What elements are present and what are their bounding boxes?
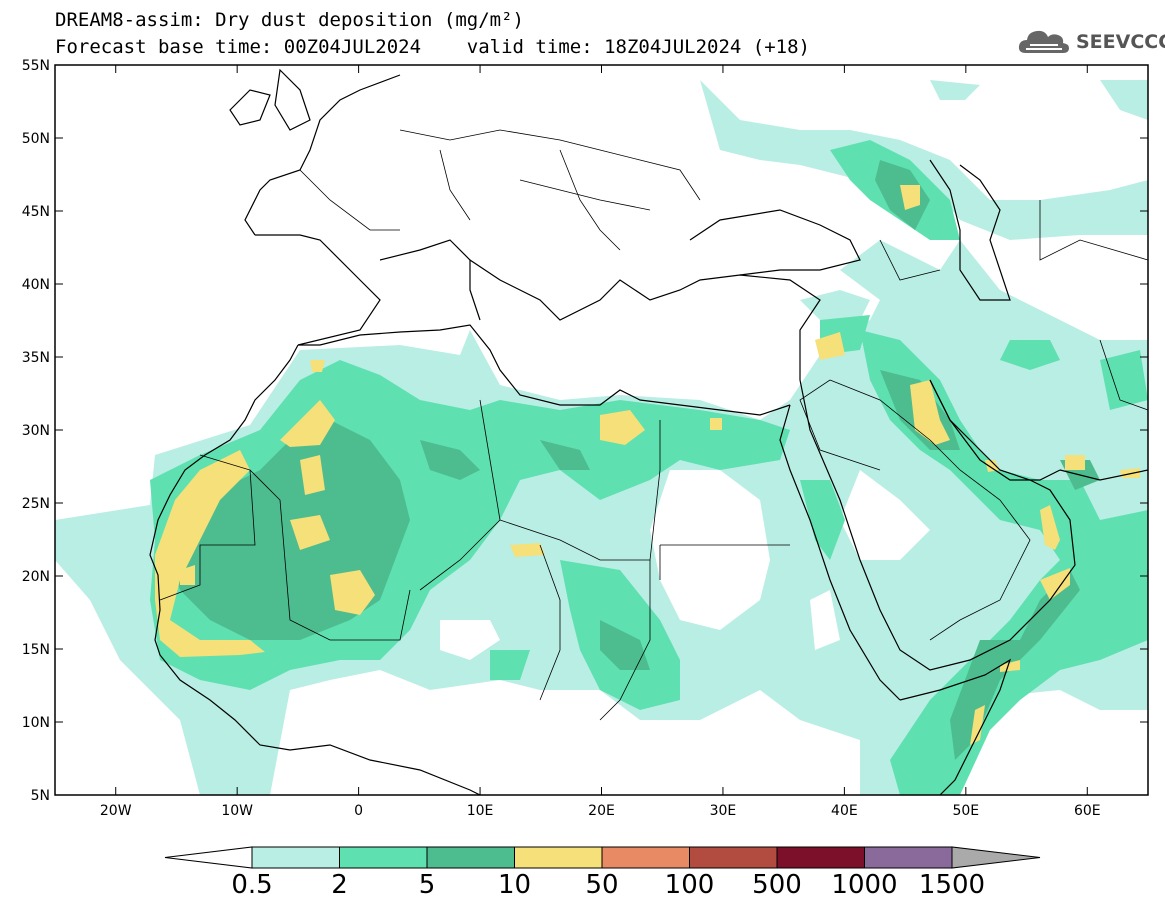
lon-label: 60E	[1074, 803, 1101, 819]
lat-label: 5N	[31, 788, 50, 804]
colorbar-swatch	[426, 846, 515, 869]
colorbar-swatch	[514, 846, 603, 869]
colorbar-swatch	[601, 846, 690, 869]
colorbar-over-triangle	[951, 846, 1041, 869]
lat-label: 10N	[22, 715, 50, 731]
country-borders	[159, 129, 1148, 721]
dust-free-areas	[440, 470, 930, 660]
dust-level-peak	[155, 185, 1140, 745]
lon-label: 10E	[467, 803, 494, 819]
dust-field	[55, 80, 1148, 795]
colorbar-under-triangle	[164, 846, 253, 869]
coastlines	[149, 68, 1148, 795]
colorbar-label: 50	[585, 870, 619, 900]
lat-label: 45N	[22, 204, 50, 220]
colorbar-label: 0.5	[231, 870, 273, 900]
lon-label: 10W	[221, 803, 253, 819]
colorbar-swatch	[776, 846, 865, 869]
lat-label: 50N	[22, 131, 50, 147]
axis-ticks	[55, 64, 1148, 796]
logo-text: SEEVCCC	[1076, 31, 1165, 53]
colorbar-swatch	[251, 846, 340, 869]
lon-label: 0	[354, 803, 363, 819]
lat-label: 30N	[22, 423, 50, 439]
colorbar-label: 100	[664, 870, 715, 900]
lon-label: 40E	[831, 803, 858, 819]
colorbar-swatch	[339, 846, 428, 869]
colorbar-label: 10	[497, 870, 532, 900]
colorbar-swatch	[689, 846, 778, 869]
lon-label: 30E	[710, 803, 737, 819]
lon-label: 20E	[588, 803, 615, 819]
colorbar-label: 5	[418, 870, 436, 900]
colorbar	[164, 846, 1041, 869]
lat-label: 25N	[22, 496, 50, 512]
map-title: DREAM8-assim: Dry dust deposition (mg/m²…	[55, 9, 524, 31]
lat-label: 40N	[22, 277, 50, 293]
cloud-logo-icon	[1018, 30, 1069, 53]
lat-label: 35N	[22, 350, 50, 366]
lat-label: 15N	[22, 642, 50, 658]
lat-label: 20N	[22, 569, 50, 585]
colorbar-label: 2	[331, 870, 348, 900]
colorbar-swatch	[864, 846, 953, 869]
colorbar-label: 500	[752, 870, 802, 900]
colorbar-label: 1000	[831, 870, 898, 900]
forecast-times: Forecast base time: 00Z04JUL2024 valid t…	[55, 36, 810, 58]
longitude-labels: 20W 10W 0 10E 20E 30E 40E 50E 60E	[100, 803, 1101, 819]
seevccc-logo: SEEVCCC	[1018, 25, 1165, 59]
lon-label: 20W	[100, 803, 132, 819]
lat-label: 55N	[22, 58, 50, 74]
latitude-labels: 55N 50N 45N 40N 35N 30N 25N 20N 15N 10N 5N	[22, 58, 50, 804]
colorbar-label: 1500	[918, 870, 986, 900]
lon-label: 50E	[952, 803, 979, 819]
